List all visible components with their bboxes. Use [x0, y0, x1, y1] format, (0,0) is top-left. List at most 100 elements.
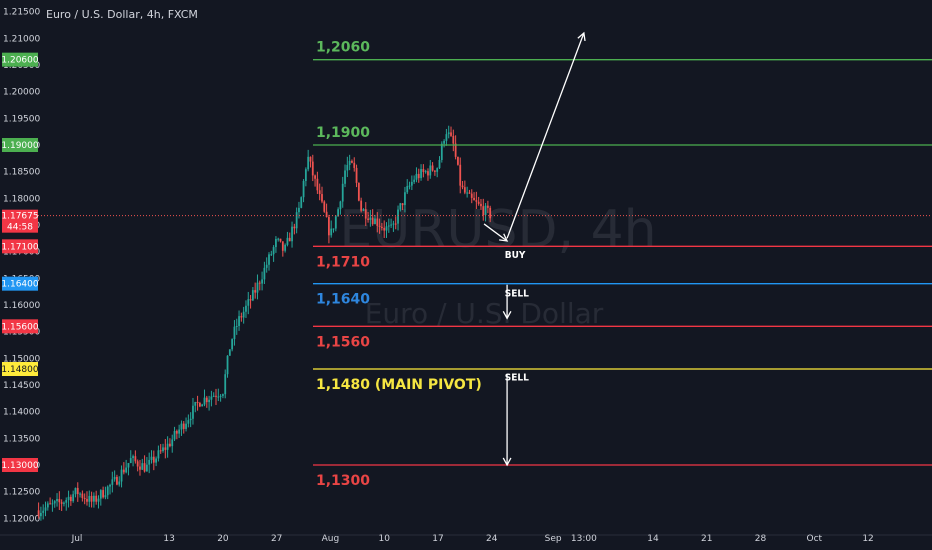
candle-body [298, 207, 300, 213]
candle-body [258, 282, 261, 284]
candle-body [247, 299, 250, 306]
candle-body [58, 498, 61, 503]
candle [433, 170, 436, 176]
candle-body [440, 143, 443, 160]
arrows-layer: BUY SELL SELL [483, 31, 586, 467]
candle [65, 497, 68, 511]
candle [268, 252, 270, 271]
candle-body [311, 161, 314, 176]
candle [410, 175, 413, 191]
y-tick-label: 1.14500 [3, 381, 40, 391]
candle-body [129, 458, 132, 463]
candle [189, 412, 192, 428]
x-tick-label: 13 [163, 534, 174, 544]
candle [251, 287, 254, 302]
candle [69, 494, 72, 506]
candle-body [438, 159, 441, 169]
candle-body [424, 171, 427, 173]
candle [185, 417, 187, 432]
candle [281, 241, 284, 257]
candle [44, 501, 47, 517]
candle [309, 156, 312, 168]
candle-body [196, 402, 199, 404]
candle [413, 175, 416, 184]
candle-body [74, 487, 77, 495]
level-label: 1,1560 [316, 334, 370, 350]
candle-body [420, 169, 422, 179]
candle-body [325, 211, 328, 218]
candle-body [410, 181, 413, 186]
candle-body [461, 185, 464, 188]
candle [173, 426, 176, 442]
candle [353, 157, 356, 172]
candle [219, 394, 222, 402]
candle [374, 214, 376, 225]
x-tick-label: 20 [217, 534, 229, 544]
candle-body [385, 226, 388, 231]
candle [141, 458, 144, 470]
arrow-head [499, 233, 509, 242]
candle-body [143, 463, 146, 472]
candle-body [468, 192, 471, 194]
candle-body [40, 512, 42, 517]
candle-body [480, 203, 482, 207]
candle-body [187, 420, 190, 424]
candle [454, 135, 457, 160]
candle-body [81, 493, 84, 498]
candle-body [392, 223, 395, 225]
candle-body [489, 207, 492, 219]
candle [385, 222, 388, 238]
candle-body [194, 402, 197, 406]
candle-body [406, 186, 409, 193]
candle-body [139, 466, 141, 470]
candle [132, 454, 134, 467]
candle-body [67, 496, 70, 500]
y-tick-label: 1.13500 [3, 434, 40, 444]
candle-body [65, 499, 68, 503]
candle-body [97, 498, 100, 502]
candle [486, 200, 489, 214]
candle-body [90, 495, 93, 502]
candle-body [477, 201, 480, 204]
level-price-badge-text: 1.20600 [1, 56, 38, 66]
candle [316, 171, 319, 194]
candle [459, 157, 462, 194]
candle-body [215, 395, 217, 397]
candle-body [44, 507, 47, 511]
candle-body [56, 498, 58, 502]
candle [97, 495, 100, 509]
candle-body [265, 264, 268, 268]
candle [222, 393, 224, 399]
current-price-text: 1.17675 [1, 212, 38, 222]
candle-body [198, 403, 201, 407]
y-tick-label: 1.12000 [3, 514, 40, 524]
candle-body [353, 162, 356, 168]
current-price-badge [2, 209, 38, 233]
candle-body [362, 209, 365, 211]
candle [286, 231, 289, 247]
candle-body [132, 456, 134, 459]
candle-body [60, 502, 63, 504]
candle-body [288, 237, 291, 242]
arrow-head [502, 457, 512, 467]
candle-body [291, 226, 293, 242]
candle [240, 312, 243, 322]
candle [143, 455, 146, 473]
candle [205, 395, 208, 408]
candle-body [169, 443, 171, 447]
candle [431, 162, 434, 172]
candle [233, 320, 236, 346]
candle [129, 450, 132, 464]
level-price-badge-text: 1.15600 [1, 322, 38, 332]
candle-body [185, 423, 187, 429]
candle [187, 414, 190, 428]
candle [72, 490, 75, 503]
candle-body [431, 165, 434, 171]
candle [357, 182, 360, 202]
candle-body [150, 456, 153, 460]
y-tick-label: 1.19500 [3, 114, 40, 124]
candle-body [367, 218, 369, 220]
candle [37, 502, 40, 519]
candle-body [228, 349, 231, 356]
